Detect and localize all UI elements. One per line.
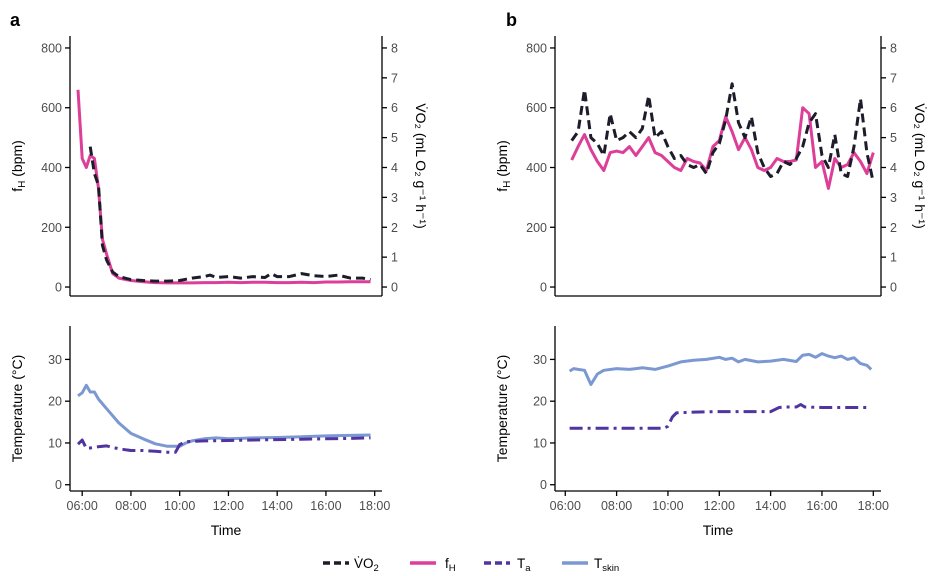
y2-tick-label: 6 [890, 101, 897, 115]
y2-tick-label: 1 [890, 251, 897, 265]
panel-label-a: a [10, 10, 21, 30]
y2-tick-label: 1 [391, 251, 398, 265]
y-tick-label: 10 [48, 436, 62, 450]
series-line-fh [570, 106, 875, 190]
y-tick-label: 0 [55, 478, 62, 492]
x-tick-label: 16:00 [310, 499, 341, 513]
y-axis-title-main: f [494, 188, 510, 192]
plot-a-temperature: 0 10 20 30 Temperature (°C) 06:00 08:00 10:00 12… [9, 326, 390, 538]
y-axis-title-tail: (bpm) [494, 140, 510, 180]
legend-label-tskin: Tskin [594, 556, 619, 574]
y2-tick-label: 0 [890, 281, 897, 295]
y-axis-title-sub: H [17, 181, 28, 188]
y-axis-title: fH (bpm) [494, 140, 513, 192]
legend-item-vo2: V̇O2 [323, 556, 379, 574]
y2-tick-label: 7 [890, 71, 897, 85]
legend-label-ta: Ta [517, 556, 531, 574]
series-line-tskin [568, 352, 873, 386]
y2-tick-label: 5 [890, 131, 897, 145]
y-axis-title: Temperature (°C) [494, 355, 510, 463]
x-tick-label: 14:00 [262, 499, 293, 513]
y-tick-label: 0 [55, 281, 62, 295]
x-tick-label: 12:00 [704, 499, 735, 513]
y-tick-label: 200 [526, 221, 547, 235]
y2-tick-label: 3 [391, 191, 398, 205]
plot-b-fh-vo2: 0 200 400 600 800 fH (bpm) 0 1 2 3 4 5 6 7 8 V̇O₂ (mL O… [494, 36, 928, 297]
y2-tick-label: 8 [391, 41, 398, 55]
x-tick-label: 10:00 [652, 499, 683, 513]
y-axis-title: fH (bpm) [9, 140, 28, 192]
y-tick-label: 800 [41, 41, 62, 55]
plot-a-fh-vo2: 0 200 400 600 800 fH (bpm) 0 1 2 3 4 5 6 7 8 V̇O₂ (mL O… [9, 36, 429, 297]
plot-b-temperature: 0 10 20 30 Temperature (°C) 06:00 08:00 10:00 12… [494, 326, 889, 538]
series-line-ta [569, 403, 872, 430]
x-tick-label: 18:00 [359, 499, 390, 513]
legend-item-tskin: Tskin [562, 556, 619, 574]
panel-label-b: b [506, 10, 517, 30]
y2-tick-label: 6 [391, 101, 398, 115]
x-axis-title: Time [211, 522, 242, 538]
y2-tick-label: 5 [391, 131, 398, 145]
y-tick-label: 30 [533, 353, 547, 367]
legend-item-ta: Ta [484, 556, 531, 574]
legend: V̇O2 fH Ta Tskin [323, 556, 619, 574]
legend-label-fh: fH [445, 556, 456, 574]
y2-tick-label: 2 [890, 221, 897, 235]
series-line-tskin [77, 383, 371, 448]
y-tick-label: 600 [41, 101, 62, 115]
y-axis-title-main: f [9, 188, 25, 192]
y2-axis-title: V̇O₂ (mL O₂ g⁻¹ h⁻¹) [912, 103, 928, 228]
y-tick-label: 800 [526, 41, 547, 55]
y2-tick-label: 0 [391, 281, 398, 295]
series-line-ta [76, 436, 371, 454]
y2-tick-label: 4 [391, 161, 398, 175]
y2-tick-label: 4 [890, 161, 897, 175]
y2-axis-title: V̇O₂ (mL O₂ g⁻¹ h⁻¹) [413, 103, 429, 228]
x-tick-label: 08:00 [115, 499, 146, 513]
x-tick-label: 18:00 [858, 499, 889, 513]
x-tick-label: 08:00 [601, 499, 632, 513]
x-tick-label: 16:00 [806, 499, 837, 513]
x-tick-label: 06:00 [67, 499, 98, 513]
y2-tick-label: 8 [890, 41, 897, 55]
y-tick-label: 30 [48, 353, 62, 367]
x-axis-title: Time [703, 522, 734, 538]
y-axis-title-sub: H [502, 181, 513, 188]
y-tick-label: 20 [533, 395, 547, 409]
x-tick-label: 12:00 [213, 499, 244, 513]
y-axis-title: Temperature (°C) [9, 355, 25, 463]
y-tick-label: 600 [526, 101, 547, 115]
x-tick-label: 14:00 [755, 499, 786, 513]
y2-tick-label: 2 [391, 221, 398, 235]
y2-tick-label: 3 [890, 191, 897, 205]
y-tick-label: 400 [526, 161, 547, 175]
series-line-vo2 [570, 82, 875, 183]
series-line-vo2 [88, 146, 371, 283]
y-tick-label: 400 [41, 161, 62, 175]
y-tick-label: 10 [533, 436, 547, 450]
series-line-fh [76, 89, 371, 285]
y-tick-label: 0 [540, 281, 547, 295]
y-tick-label: 200 [41, 221, 62, 235]
y-tick-label: 20 [48, 395, 62, 409]
x-tick-label: 06:00 [550, 499, 581, 513]
legend-item-fh: fH [410, 556, 456, 574]
legend-label-vo2: V̇O2 [354, 556, 379, 574]
x-tick-label: 10:00 [164, 499, 195, 513]
y-axis-title-tail: (bpm) [9, 140, 25, 180]
y2-tick-label: 7 [391, 71, 398, 85]
y-tick-label: 0 [540, 478, 547, 492]
